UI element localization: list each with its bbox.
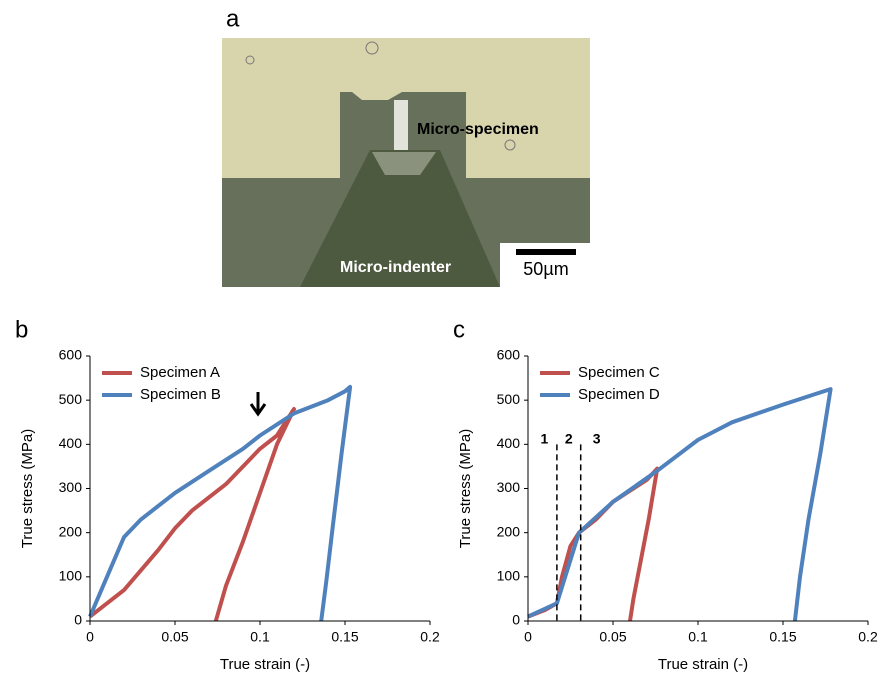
data-line — [527, 387, 833, 622]
panel-label: a — [226, 5, 240, 32]
y-axis-title: True stress (MPa) — [19, 429, 36, 548]
phase-label: 1 — [541, 431, 549, 447]
legend-label: Specimen D — [578, 386, 660, 403]
arrow — [249, 392, 267, 417]
panel-label: c — [453, 316, 465, 343]
x-tick-label: 0 — [524, 629, 532, 645]
indenter-tip — [372, 152, 436, 175]
bubble — [245, 55, 255, 65]
x-tick-label: 0.1 — [688, 629, 708, 645]
y-tick-label: 600 — [497, 347, 521, 363]
x-tick-label: 0.05 — [161, 629, 188, 645]
phase-label: 2 — [565, 431, 573, 447]
phase-label: 3 — [593, 431, 601, 447]
y-tick-label: 100 — [497, 568, 521, 584]
y-tick-label: 200 — [497, 523, 521, 539]
y-tick-label: 300 — [59, 479, 83, 495]
panel-a: a Micro-specimen Micro-indenter 50µm — [222, 5, 590, 287]
y-axis-title: True stress (MPa) — [457, 429, 474, 548]
y-tick-label: 500 — [59, 391, 83, 407]
x-axis-title: True strain (-) — [220, 656, 310, 673]
legend-label: Specimen C — [578, 364, 660, 381]
x-tick-label: 0.1 — [250, 629, 270, 645]
x-tick-label: 0 — [86, 629, 94, 645]
x-tick-label: 0.2 — [420, 629, 440, 645]
x-tick-label: 0.15 — [769, 629, 796, 645]
scale-bar — [516, 249, 576, 255]
micro-specimen — [394, 100, 408, 152]
y-tick-label: 400 — [497, 435, 521, 451]
x-tick-label: 0.2 — [858, 629, 878, 645]
legend-label: Specimen B — [140, 386, 221, 403]
y-tick-label: 400 — [59, 435, 83, 451]
y-tick-label: 100 — [59, 568, 83, 584]
data-line — [88, 407, 296, 622]
bubble — [504, 139, 516, 151]
micro-indenter — [300, 150, 500, 287]
data-line — [527, 466, 660, 622]
y-tick-label: 200 — [59, 523, 83, 539]
legend-label: Specimen A — [140, 364, 220, 381]
scale-label: 50µm — [523, 259, 568, 279]
panel-label: b — [15, 316, 28, 343]
indenter-label: Micro-indenter — [340, 259, 451, 276]
y-tick-label: 0 — [512, 612, 520, 628]
specimen-label: Micro-specimen — [417, 121, 539, 138]
y-tick-label: 600 — [59, 347, 83, 363]
y-tick-label: 0 — [74, 612, 82, 628]
y-tick-label: 300 — [497, 479, 521, 495]
x-tick-label: 0.05 — [599, 629, 626, 645]
x-tick-label: 0.15 — [331, 629, 358, 645]
x-axis-title: True strain (-) — [658, 656, 748, 673]
bubble — [365, 41, 379, 55]
y-tick-label: 500 — [497, 391, 521, 407]
data-line — [88, 384, 353, 622]
